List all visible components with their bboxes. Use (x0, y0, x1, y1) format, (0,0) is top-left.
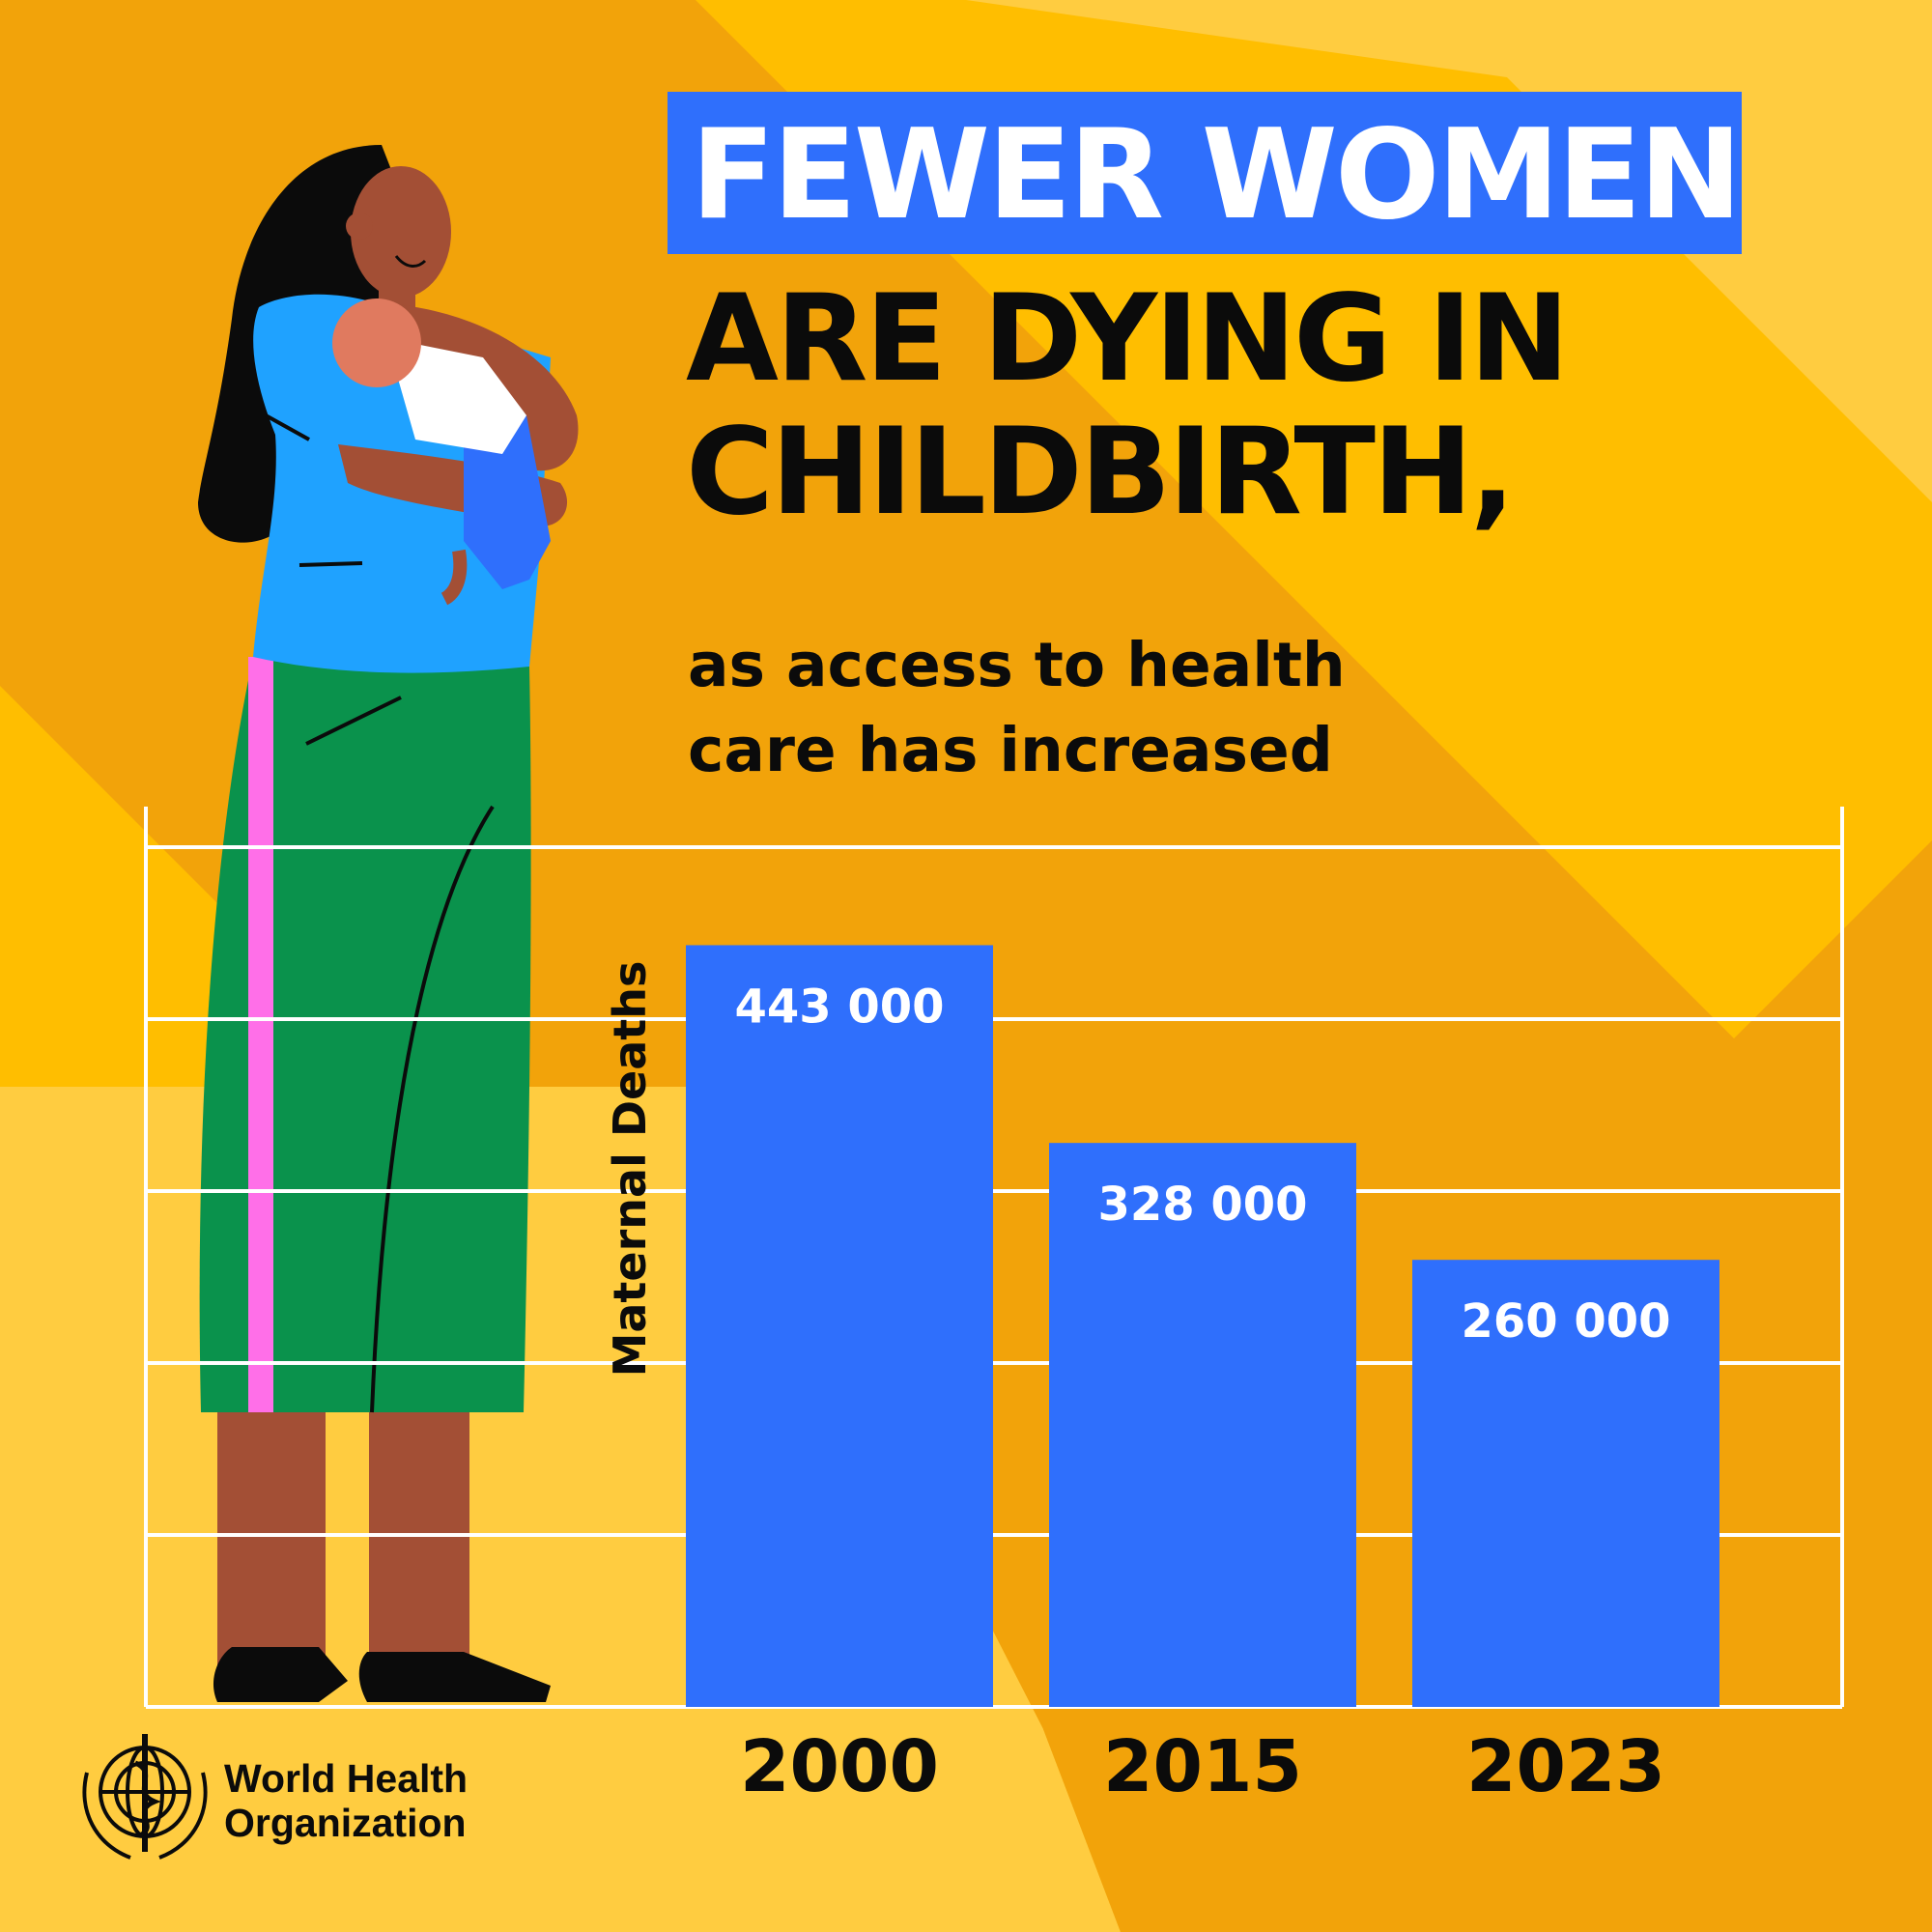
title-line-2-3: ARE DYING IN CHILDBIRTH, (686, 270, 1570, 542)
y-axis-label: Maternal Deaths (604, 961, 656, 1378)
who-wordmark-line-1: World Health (224, 1756, 469, 1801)
who-wordmark-line-2: Organization (224, 1801, 467, 1845)
x-tick-label-2023: 2023 (1466, 1725, 1665, 1808)
x-tick-label-2015: 2015 (1103, 1725, 1302, 1808)
who-wordmark: World Health Organization (224, 1756, 468, 1845)
bar-value-label-2015: 328 000 (1097, 1178, 1307, 1232)
title-highlight-box (668, 92, 1742, 254)
x-tick-label-2000: 2000 (740, 1725, 939, 1808)
subtitle-line-2: care has increased (688, 715, 1333, 785)
bar-2000 (686, 945, 993, 1707)
bar-value-label-2000: 443 000 (734, 980, 944, 1034)
title-line-1: FEWER WOMEN (691, 103, 1743, 247)
chart-labels: 443 000 2000 328 000 2015 260 000 2023 (734, 980, 1670, 1808)
title-line-3: CHILDBIRTH, (686, 403, 1516, 542)
subtitle-line-1: as access to health (688, 630, 1346, 700)
title-line-2: ARE DYING IN (686, 270, 1570, 409)
bar-2015 (1049, 1143, 1356, 1707)
bar-value-label-2023: 260 000 (1461, 1294, 1670, 1349)
subtitle: as access to health care has increased (688, 623, 1346, 793)
chart-bars (686, 945, 1719, 1707)
bar-2023 (1412, 1260, 1719, 1707)
